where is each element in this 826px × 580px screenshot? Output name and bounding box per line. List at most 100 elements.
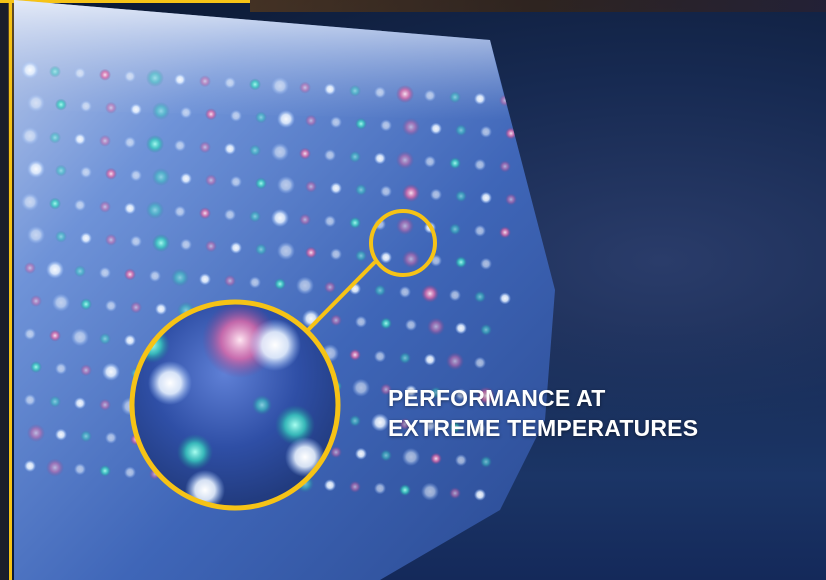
led-dot <box>174 139 186 152</box>
led-dot <box>99 398 111 411</box>
led-dot <box>446 352 464 371</box>
led-dot <box>230 109 242 122</box>
led-dot <box>324 479 336 492</box>
led-dot <box>146 135 164 153</box>
callout-connector-line <box>304 260 377 334</box>
led-dot <box>277 110 295 128</box>
led-dot <box>505 193 517 206</box>
led-dot <box>324 149 336 162</box>
led-dot <box>152 234 170 252</box>
led-dot <box>152 102 170 120</box>
led-dot <box>205 240 217 253</box>
led-dot <box>330 182 342 195</box>
led-dot <box>330 248 342 261</box>
led-dot <box>130 235 142 248</box>
led-dot <box>105 431 117 444</box>
led-dot <box>199 141 211 154</box>
led-dot <box>99 464 111 477</box>
led-dot <box>255 243 267 256</box>
led-dot <box>30 295 42 307</box>
led-dot <box>374 350 386 363</box>
led-dot <box>124 334 136 347</box>
led-dot <box>30 361 42 373</box>
led-dot <box>74 265 86 278</box>
led-dot <box>99 266 111 279</box>
led-dot <box>46 458 64 477</box>
led-dot <box>124 466 136 479</box>
led-dot <box>152 168 170 186</box>
led-dot <box>424 89 436 102</box>
led-dot <box>277 176 295 194</box>
led-dot <box>349 348 361 361</box>
led-dot <box>380 317 392 330</box>
led-dot <box>449 157 461 170</box>
led-dot <box>49 131 61 144</box>
led-dot <box>155 303 167 315</box>
led-dot <box>124 268 136 281</box>
led-dot <box>205 174 217 187</box>
led-dot <box>52 293 70 312</box>
led-dot <box>399 286 411 298</box>
led-dot <box>430 122 442 135</box>
headline-line-2: EXTREME TEMPERATURES <box>388 415 699 441</box>
led-dot <box>499 160 511 173</box>
top-accent-line <box>0 0 250 3</box>
led-dot <box>474 92 486 105</box>
led-dot <box>499 226 511 239</box>
led-dot <box>80 166 92 179</box>
led-dot <box>455 322 467 335</box>
led-dot <box>99 134 111 147</box>
led-dot <box>230 175 242 188</box>
led-dot <box>330 446 342 459</box>
led-dot <box>355 249 367 262</box>
led-dot <box>399 484 411 496</box>
led-dot <box>374 284 386 297</box>
led-dot <box>174 205 186 218</box>
led-dot <box>355 447 367 460</box>
led-dot <box>499 292 511 305</box>
led-dot <box>371 413 389 432</box>
led-dot <box>455 388 467 401</box>
led-dot <box>396 151 414 169</box>
led-dot <box>374 86 386 99</box>
led-dot <box>455 190 467 203</box>
led-dot <box>80 232 92 245</box>
led-dot <box>180 172 192 185</box>
led-dot <box>380 383 392 396</box>
led-dot <box>355 183 367 196</box>
led-dot <box>430 386 442 399</box>
led-dot <box>424 419 436 432</box>
magnified-view-circle-icon <box>129 299 341 511</box>
led-dot <box>74 397 86 410</box>
led-dot <box>55 164 67 177</box>
led-dot <box>349 480 361 493</box>
led-dot <box>102 362 120 381</box>
led-dot <box>399 352 411 364</box>
led-dot <box>449 91 461 104</box>
led-dot <box>230 241 242 254</box>
led-dot <box>199 207 211 220</box>
led-dot <box>249 276 261 289</box>
led-dot <box>124 202 136 215</box>
led-dot <box>271 209 289 227</box>
led-dot <box>299 147 311 160</box>
led-dot <box>130 103 142 116</box>
led-dot <box>105 233 117 246</box>
led-dot <box>480 125 492 138</box>
led-dot <box>455 124 467 137</box>
led-dot <box>171 268 189 287</box>
led-dot <box>21 127 39 145</box>
led-dot <box>430 452 442 465</box>
led-dot <box>205 108 217 121</box>
led-dot <box>55 230 67 243</box>
led-dot <box>380 119 392 132</box>
led-dot <box>477 386 495 405</box>
led-dot <box>349 414 361 427</box>
led-dot <box>27 424 45 442</box>
led-dot <box>324 281 336 294</box>
led-dot <box>146 201 164 219</box>
led-dot <box>455 454 467 467</box>
led-dot <box>80 100 92 113</box>
